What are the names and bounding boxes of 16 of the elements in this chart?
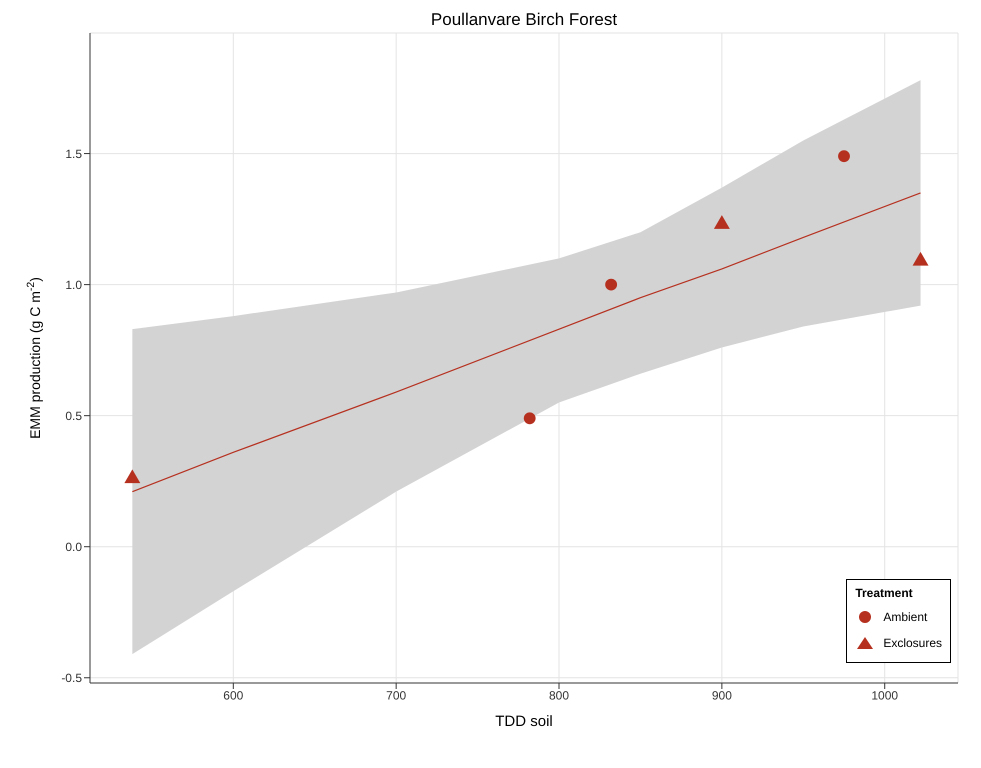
x-tick-label: 900 bbox=[712, 688, 732, 703]
y-tick-label: -0.5 bbox=[61, 671, 82, 686]
x-tick-label: 1000 bbox=[871, 688, 898, 703]
chart-title: Poullanvare Birch Forest bbox=[430, 10, 618, 30]
y-tick-label: 0.5 bbox=[65, 408, 82, 423]
y-tick-label: 1.0 bbox=[65, 278, 82, 292]
y-tick-label: 1.5 bbox=[65, 146, 82, 161]
x-tick-label: 700 bbox=[386, 688, 406, 703]
legend-label: Ambient bbox=[883, 610, 928, 624]
y-tick-label: 0.0 bbox=[65, 540, 82, 554]
x-tick-label: 600 bbox=[223, 688, 244, 703]
legend-title: Treatment bbox=[855, 586, 914, 600]
line-series bbox=[132, 192, 922, 492]
x-tick-label: 800 bbox=[548, 688, 570, 703]
legend-label: Exclosures bbox=[883, 636, 942, 650]
x-axis-title: TDD soil bbox=[495, 713, 553, 730]
